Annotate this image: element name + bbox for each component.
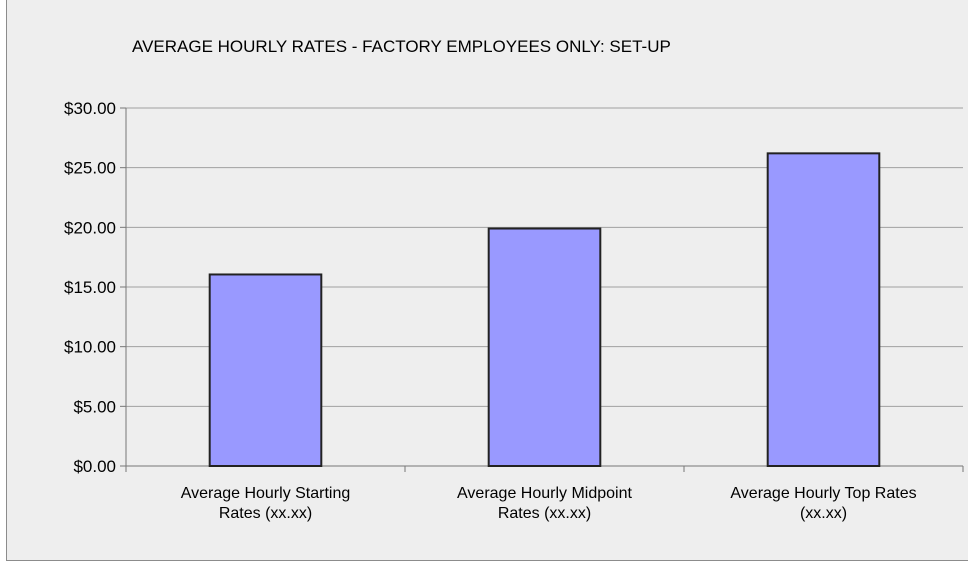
x-category-label-line: Average Hourly Top Rates	[730, 485, 916, 502]
y-tick-label: $30.00	[64, 99, 116, 118]
y-tick-label: $20.00	[64, 218, 116, 237]
bar	[766, 152, 881, 467]
x-category-label-line: Average Hourly Starting	[181, 485, 351, 502]
y-tick-label: $10.00	[64, 338, 116, 357]
y-tick-label: $5.00	[73, 397, 116, 416]
x-category-label: Average Hourly Starting Rates (xx.xx)	[181, 485, 351, 522]
category-labels: Average Hourly Starting Rates (xx.xx)Aver…	[181, 485, 917, 522]
x-category-label-line: (xx.xx)	[800, 505, 847, 522]
y-tick-labels: $0.00 $5.00 $10.00 $15.00 $20.00 $25.00 $30.00	[64, 99, 116, 476]
bars	[208, 152, 881, 467]
x-category-label-line: Rates (xx.xx)	[219, 505, 312, 522]
y-tick-label: $25.00	[64, 159, 116, 178]
y-tick-label: $15.00	[64, 278, 116, 297]
bar-chart: AVERAGE HOURLY RATES - FACTORY EMPLOYEES…	[64, 37, 964, 522]
chart-frame: AVERAGE HOURLY RATES - FACTORY EMPLOYEES…	[6, 0, 968, 561]
chart-title: AVERAGE HOURLY RATES - FACTORY EMPLOYEES…	[132, 37, 671, 56]
x-category-label-line: Rates (xx.xx)	[498, 505, 591, 522]
bar	[208, 273, 323, 467]
x-category-label: Average Hourly Top Rates (xx.xx)	[730, 485, 916, 522]
x-category-label-line: Average Hourly Midpoint	[457, 485, 632, 502]
x-category-label: Average Hourly Midpoint Rates (xx.xx)	[457, 485, 632, 522]
bar	[487, 227, 602, 467]
y-tick-label: $0.00	[73, 457, 116, 476]
